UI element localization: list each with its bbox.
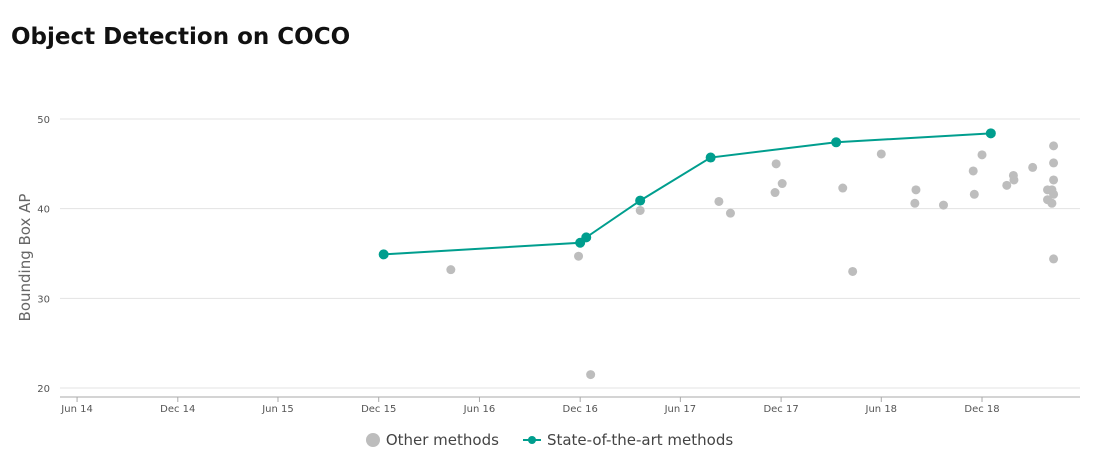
other-method-point[interactable]	[1049, 158, 1059, 168]
other-method-point[interactable]	[1028, 162, 1038, 172]
chart-plot: Jun 14 Dec 14 Jun 15 Dec 15 Jun 16 Dec 16 Jun …	[16, 115, 1080, 415]
other-method-point[interactable]	[1049, 254, 1059, 264]
x-tick-label: Dec 15	[361, 404, 396, 415]
legend-item-sota-methods[interactable]: State-of-the-art methods	[522, 431, 734, 449]
y-axis-ticks: 20 30 40 50	[37, 115, 50, 395]
other-method-point[interactable]	[876, 149, 886, 159]
other-method-point[interactable]	[910, 198, 920, 208]
other-method-point[interactable]	[968, 166, 978, 176]
x-tick-label: Jun 17	[664, 404, 697, 415]
other-method-point[interactable]	[838, 183, 848, 193]
sota-method-point[interactable]	[635, 195, 646, 206]
other-method-point[interactable]	[635, 205, 645, 215]
y-tick-label: 20	[37, 384, 50, 395]
other-method-point[interactable]	[969, 189, 979, 199]
sota-series-points	[378, 128, 996, 260]
other-method-point[interactable]	[574, 251, 584, 261]
other-method-point[interactable]	[446, 265, 456, 275]
other-method-point[interactable]	[938, 200, 948, 210]
other-method-point[interactable]	[977, 150, 987, 160]
x-tick-label: Jun 18	[865, 404, 898, 415]
y-tick-label: 50	[37, 115, 50, 126]
sota-method-point[interactable]	[831, 137, 842, 148]
x-tick-label: Dec 14	[160, 404, 195, 415]
sota-method-point[interactable]	[581, 232, 592, 243]
x-tick-label: Jun 16	[463, 404, 496, 415]
other-method-point[interactable]	[1049, 189, 1059, 199]
other-method-point[interactable]	[725, 208, 735, 218]
x-tick-label: Dec 16	[563, 404, 598, 415]
teal-line-marker-icon	[522, 436, 541, 444]
other-method-point[interactable]	[777, 179, 787, 189]
gray-dot-icon	[365, 433, 380, 447]
other-method-point[interactable]	[848, 266, 858, 276]
other-method-point[interactable]	[1049, 141, 1059, 151]
sota-series-line	[383, 132, 991, 256]
legend-item-other-methods[interactable]: Other methods	[365, 431, 499, 449]
sota-method-point[interactable]	[378, 249, 389, 260]
other-method-point[interactable]	[1049, 175, 1059, 185]
x-tick-label: Jun 15	[261, 404, 294, 415]
y-tick-label: 40	[37, 205, 50, 216]
other-method-point[interactable]	[1009, 175, 1019, 185]
other-method-point[interactable]	[714, 196, 724, 206]
x-tick-label: Dec 17	[763, 404, 798, 415]
y-axis-title: Bounding Box AP	[16, 194, 34, 322]
chart-legend: Other methods State-of-the-art methods	[0, 431, 1099, 449]
other-method-point[interactable]	[770, 188, 780, 198]
legend-label-other-methods: Other methods	[385, 431, 499, 449]
other-methods-series	[446, 141, 1059, 380]
y-tick-label: 30	[37, 294, 50, 305]
sota-method-point[interactable]	[705, 152, 716, 163]
legend-label-sota-methods: State-of-the-art methods	[546, 431, 734, 449]
grid-layer	[60, 118, 1080, 389]
other-method-point[interactable]	[771, 159, 781, 169]
other-method-point[interactable]	[911, 185, 921, 195]
other-method-point[interactable]	[1047, 198, 1057, 208]
x-tick-label: Jun 14	[60, 404, 93, 415]
x-tick-label: Dec 18	[964, 404, 999, 415]
sota-method-point[interactable]	[985, 128, 996, 139]
chart-title: Object Detection on COCO	[11, 24, 351, 50]
other-method-point[interactable]	[1002, 180, 1012, 190]
other-method-point[interactable]	[586, 370, 596, 380]
x-axis-ticks: Jun 14 Dec 14 Jun 15 Dec 15 Jun 16 Dec 16 Jun …	[60, 397, 1000, 415]
